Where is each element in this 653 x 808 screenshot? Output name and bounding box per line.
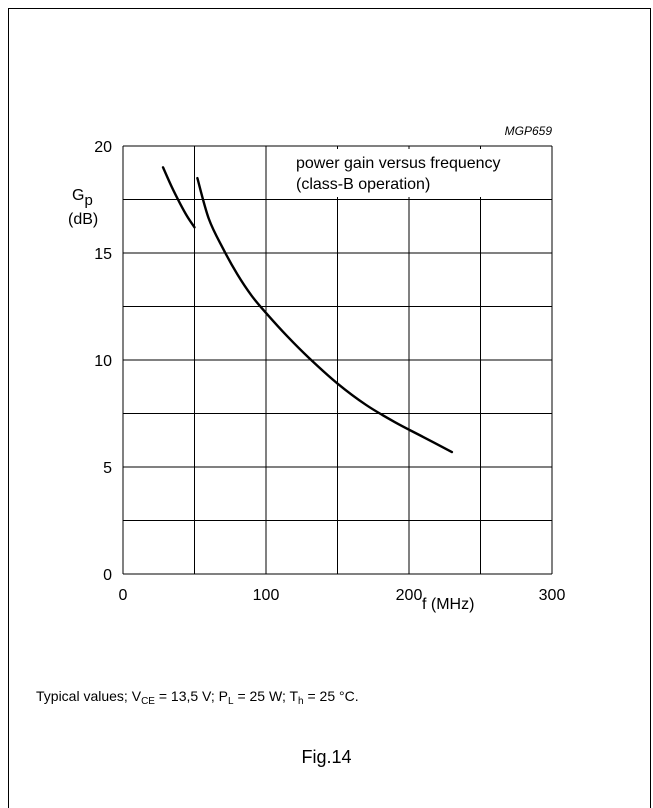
figure-frame [8,8,651,808]
gain-curve [161,166,196,229]
x-tick-label: 100 [253,587,280,604]
x-tick-label: 300 [539,587,566,604]
gain-curve [196,176,454,454]
typical-values-caption: Typical values; VCE = 13,5 V; PL = 25 W;… [36,688,359,707]
annotation-line-1: power gain versus frequency [296,155,501,172]
y-tick-label: 20 [94,139,112,156]
x-tick-label: 0 [119,587,128,604]
y-tick-label: 10 [94,353,112,370]
annotation-line-2: (class-B operation) [296,176,430,193]
x-axis-label: f (MHz) [422,596,474,613]
y-axis-symbol: Gp [72,187,93,209]
y-tick-label: 5 [103,460,112,477]
y-tick-label: 0 [103,567,112,584]
y-axis-unit: (dB) [68,211,98,228]
chart-code: MGP659 [505,124,553,138]
figure-number: Fig.14 [301,747,352,767]
annotation-background [288,149,546,197]
x-tick-label: 200 [396,587,423,604]
curves [161,166,454,454]
grid [122,145,553,575]
y-tick-label: 15 [94,246,112,263]
